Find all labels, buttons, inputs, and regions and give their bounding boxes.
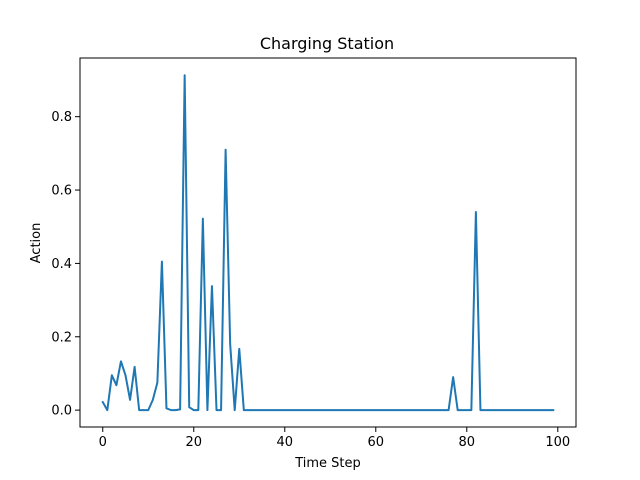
chart-title: Charging Station (260, 34, 394, 53)
series-line-0 (101, 74, 555, 412)
y-tick-label-0: 0.0 (51, 404, 72, 419)
plot-area: 0 20 40 60 80 100 0.0 0.2 0.4 0.6 0.8 (51, 57, 577, 450)
x-tick-label-2: 40 (276, 435, 293, 450)
x-tick-label-5: 100 (545, 435, 570, 450)
y-tick-label-1: 0.2 (51, 330, 72, 345)
axes-frame (79, 57, 577, 428)
x-tick-label-4: 80 (459, 435, 476, 450)
y-tick-label-2: 0.4 (51, 257, 72, 272)
x-tick-label-3: 60 (368, 435, 385, 450)
x-tick-label-0: 0 (99, 435, 107, 450)
y-tick-label-3: 0.6 (51, 184, 72, 199)
x-axis-label: Time Step (294, 456, 361, 471)
y-axis-label: Action (29, 223, 44, 264)
x-tick-label-1: 20 (185, 435, 202, 450)
y-tick-label-4: 0.8 (51, 110, 72, 125)
